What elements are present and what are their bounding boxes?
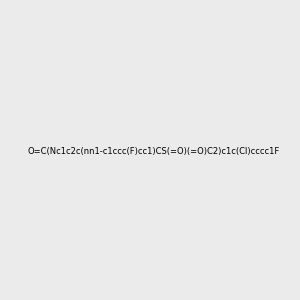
Text: O=C(Nc1c2c(nn1-c1ccc(F)cc1)CS(=O)(=O)C2)c1c(Cl)cccc1F: O=C(Nc1c2c(nn1-c1ccc(F)cc1)CS(=O)(=O)C2)… <box>28 147 280 156</box>
